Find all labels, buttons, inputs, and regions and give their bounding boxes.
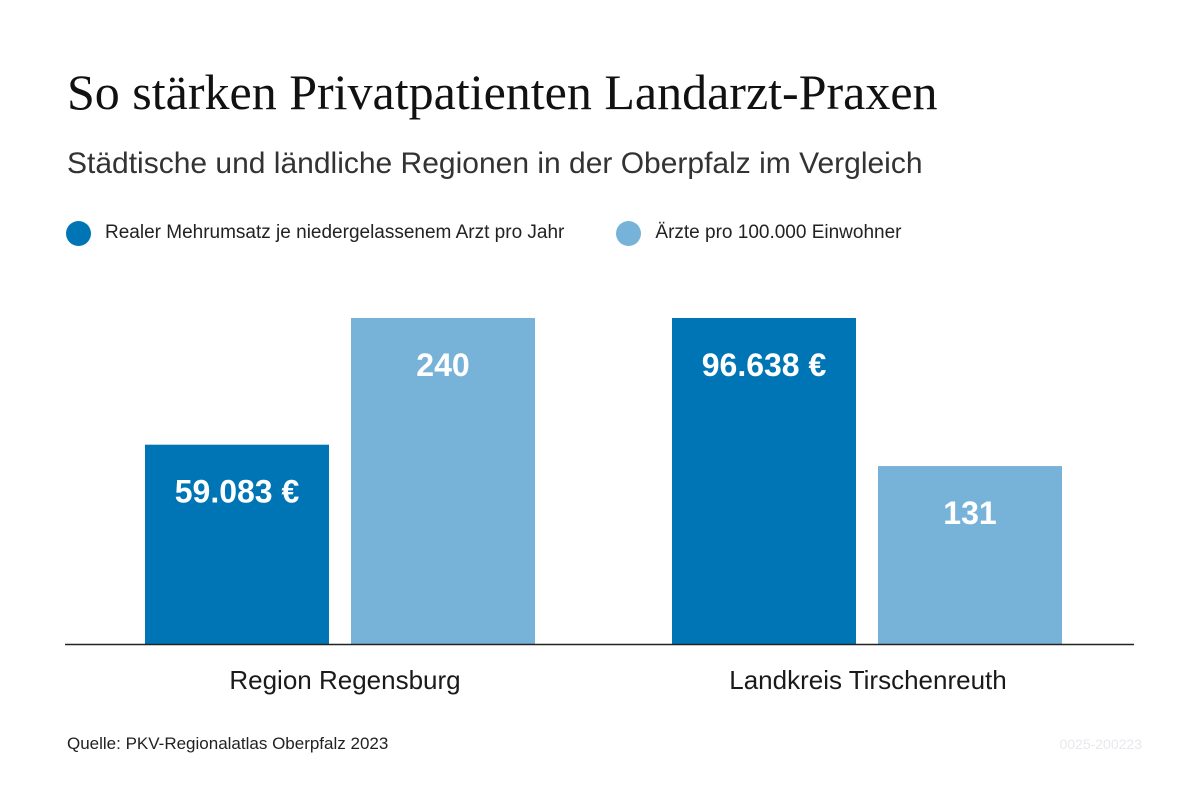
legend: Realer Mehrumsatz je niedergelassenem Ar… [66,218,954,248]
graphic-id: 0025-200223 [1059,736,1142,752]
legend-item-aerzte: Ärzte pro 100.000 Einwohner [616,220,902,246]
bar-mehrumsatz-0 [145,444,329,644]
data-label-aerzte-1: 131 [943,495,996,531]
bar-mehrumsatz-1 [672,318,856,644]
x-tick-label-1: Landkreis Tirschenreuth [729,665,1006,695]
legend-swatch-mehrumsatz [66,220,91,246]
legend-label-aerzte: Ärzte pro 100.000 Einwohner [655,222,902,243]
legend-item-mehrumsatz: Realer Mehrumsatz je niedergelassenem Ar… [66,220,565,246]
chart-subtitle: Städtische und ländliche Regionen in der… [67,147,923,180]
bar-aerzte-1 [878,466,1062,644]
source-note: Quelle: PKV-Regionalatlas Oberpfalz 2023 [67,734,389,753]
legend-label-mehrumsatz: Realer Mehrumsatz je niedergelassenem Ar… [105,222,565,243]
data-label-mehrumsatz-0: 59.083 € [175,474,300,510]
data-label-aerzte-0: 240 [416,347,469,383]
bar-aerzte-0 [351,318,535,644]
legend-swatch-aerzte [616,220,642,246]
data-label-mehrumsatz-1: 96.638 € [702,347,827,383]
x-tick-label-0: Region Regensburg [229,665,460,695]
chart-title: So stärken Privatpatienten Landarzt-Prax… [67,64,938,120]
